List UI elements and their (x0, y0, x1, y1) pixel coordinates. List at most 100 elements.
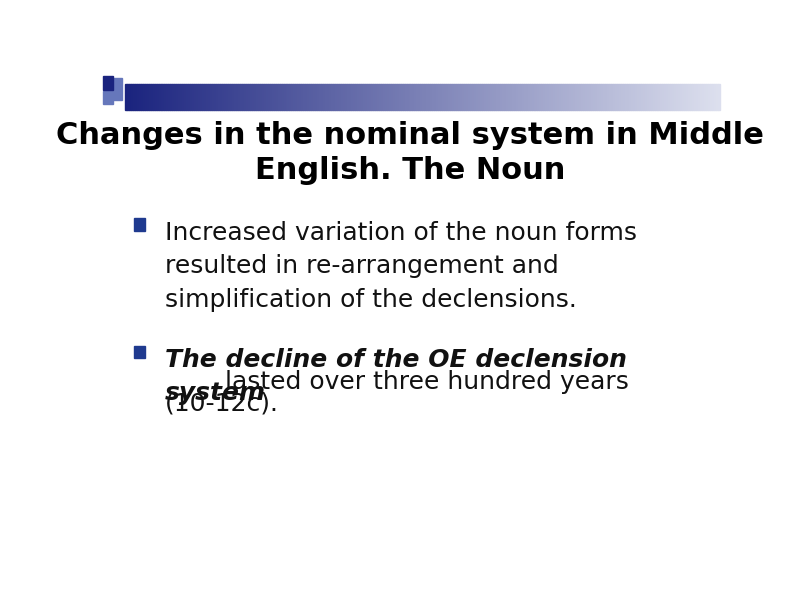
Bar (291, 85, 294, 110)
Bar (198, 85, 200, 110)
Bar (464, 85, 466, 110)
Bar (654, 85, 657, 110)
Bar (432, 85, 434, 110)
Bar (470, 85, 472, 110)
Bar (617, 85, 619, 110)
Bar (546, 85, 547, 110)
Bar (702, 85, 704, 110)
Bar (520, 85, 522, 110)
Bar (558, 85, 559, 110)
Bar (641, 85, 642, 110)
Bar (190, 85, 192, 110)
Bar (547, 85, 550, 110)
Bar (466, 85, 468, 110)
Bar (514, 85, 516, 110)
Bar (125, 85, 126, 110)
Bar (133, 85, 134, 110)
Bar (637, 85, 638, 110)
Bar (216, 85, 218, 110)
Bar (410, 85, 413, 110)
Bar (389, 85, 390, 110)
Bar (240, 85, 242, 110)
Bar (670, 85, 672, 110)
Bar (406, 85, 409, 110)
Bar (522, 85, 523, 110)
Bar (414, 85, 417, 110)
Bar (357, 85, 359, 110)
Bar (534, 85, 535, 110)
Bar (153, 85, 154, 110)
Bar (450, 85, 452, 110)
Bar (688, 85, 690, 110)
Bar (498, 85, 500, 110)
Bar (645, 85, 646, 110)
Bar (595, 85, 597, 110)
Bar (130, 85, 133, 110)
Bar (200, 85, 202, 110)
Bar (704, 85, 706, 110)
Bar (134, 346, 146, 358)
Bar (460, 85, 462, 110)
Bar (502, 85, 504, 110)
Bar (440, 85, 442, 110)
Bar (369, 85, 371, 110)
Bar (567, 85, 570, 110)
Bar (204, 85, 206, 110)
Bar (692, 85, 694, 110)
Bar (650, 85, 653, 110)
Bar (413, 85, 414, 110)
Bar (417, 85, 418, 110)
Bar (649, 85, 650, 110)
Bar (266, 85, 268, 110)
Bar (351, 85, 353, 110)
Bar (258, 85, 260, 110)
Bar (264, 85, 266, 110)
Bar (314, 85, 315, 110)
Bar (186, 85, 188, 110)
Bar (559, 85, 562, 110)
Bar (562, 85, 563, 110)
Bar (398, 85, 401, 110)
Bar (613, 85, 615, 110)
Bar (393, 85, 394, 110)
Bar (325, 85, 327, 110)
Bar (446, 85, 448, 110)
Bar (192, 85, 194, 110)
Bar (363, 85, 365, 110)
Bar (319, 85, 322, 110)
Bar (371, 85, 373, 110)
Bar (169, 85, 170, 110)
Bar (176, 85, 178, 110)
Bar (349, 85, 351, 110)
Bar (597, 85, 599, 110)
Bar (583, 85, 585, 110)
Bar (149, 85, 150, 110)
Bar (686, 85, 688, 110)
Bar (306, 85, 307, 110)
Bar (367, 85, 369, 110)
Bar (212, 85, 214, 110)
Bar (129, 85, 130, 110)
Bar (182, 85, 184, 110)
Bar (295, 85, 298, 110)
Bar (222, 85, 224, 110)
Bar (282, 85, 283, 110)
Bar (161, 85, 162, 110)
Bar (690, 85, 692, 110)
Bar (480, 85, 482, 110)
Bar (333, 85, 335, 110)
Bar (672, 85, 674, 110)
Bar (571, 85, 573, 110)
Bar (157, 85, 158, 110)
Bar (609, 85, 611, 110)
Bar (634, 85, 637, 110)
Bar (494, 85, 496, 110)
Bar (170, 85, 173, 110)
Bar (603, 85, 605, 110)
Bar (329, 85, 331, 110)
Bar (361, 85, 363, 110)
Bar (486, 85, 488, 110)
Bar (426, 85, 428, 110)
Bar (642, 85, 645, 110)
Bar (341, 85, 343, 110)
